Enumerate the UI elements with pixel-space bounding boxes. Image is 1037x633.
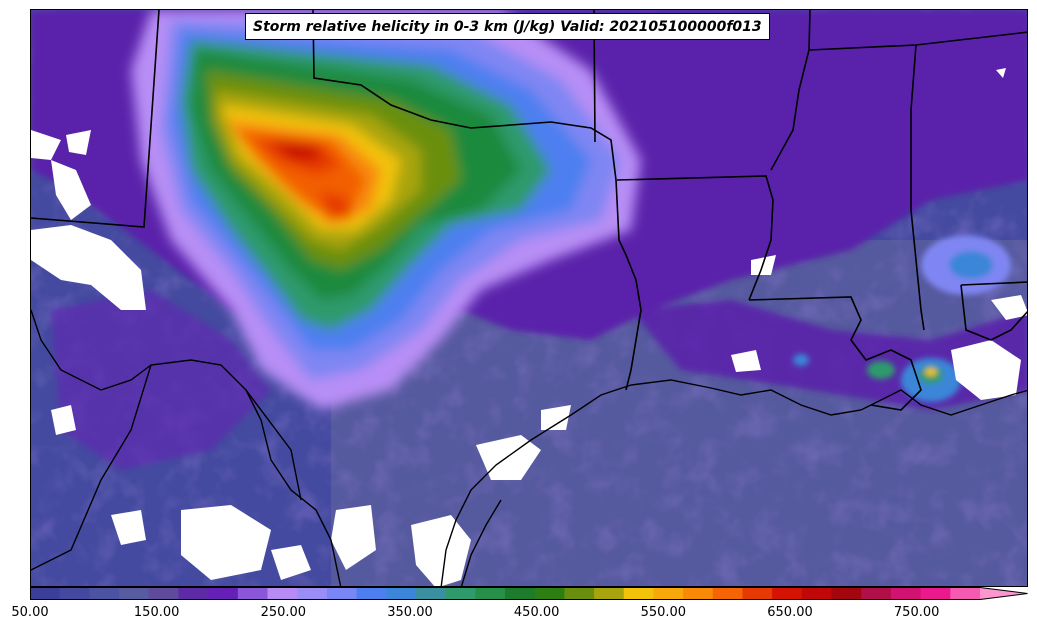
colorbar-extend-arrow bbox=[980, 587, 1028, 600]
colorbar-segment bbox=[178, 587, 209, 600]
colorbar-tick-label: 50.00 bbox=[11, 605, 49, 620]
colorbar-segment bbox=[623, 587, 655, 600]
colorbar-segment bbox=[505, 587, 536, 600]
colorbar-segment bbox=[475, 587, 506, 600]
colorbar-tick-label: 250.00 bbox=[260, 605, 307, 620]
colorbar-segment bbox=[415, 587, 447, 600]
colorbar-tick-label: 150.00 bbox=[133, 605, 180, 620]
colorbar-segment bbox=[119, 587, 150, 600]
texas-mexico-border bbox=[31, 309, 342, 586]
helicity-maximum bbox=[131, 10, 641, 410]
colorbar-segment bbox=[386, 587, 417, 600]
colorbar-segment bbox=[445, 587, 476, 600]
gulf-coastline bbox=[440, 379, 1027, 586]
state-boundaries bbox=[31, 10, 1027, 411]
colorbar-segment bbox=[534, 587, 565, 600]
colorbar-tick-label: 650.00 bbox=[767, 605, 813, 620]
colorbar-segment bbox=[861, 587, 892, 600]
colorbar-segment bbox=[801, 587, 833, 600]
colorbar-segment bbox=[712, 587, 744, 600]
colorbar-segment bbox=[831, 587, 862, 600]
colorbar-tick-label: 550.00 bbox=[640, 605, 687, 620]
colorbar-segment bbox=[683, 587, 714, 600]
colorbar-segment bbox=[208, 587, 239, 600]
map-panel bbox=[30, 9, 1028, 587]
helicity-map bbox=[31, 10, 1027, 586]
colorbar-segment bbox=[326, 587, 358, 600]
colorbar-segment bbox=[356, 587, 387, 600]
colorbar bbox=[30, 587, 1028, 600]
colorbar-segment bbox=[267, 587, 298, 600]
colorbar-segment bbox=[772, 587, 803, 600]
colorbar-tick-label: 750.00 bbox=[893, 605, 940, 620]
colorbar-segment bbox=[89, 587, 120, 600]
colorbar-segment bbox=[564, 587, 595, 600]
colorbar-tick-label: 350.00 bbox=[387, 605, 433, 620]
colorbar-segment bbox=[148, 587, 180, 600]
colorbar-segment bbox=[890, 587, 922, 600]
colorbar-segment bbox=[30, 587, 61, 600]
colorbar-segment bbox=[297, 587, 328, 600]
colorbar-segment bbox=[920, 587, 951, 600]
colorbar-tick-label: 450.00 bbox=[513, 605, 560, 620]
colorbar-segment bbox=[59, 587, 90, 600]
colorbar-segment bbox=[950, 587, 981, 600]
colorbar-segment bbox=[742, 587, 773, 600]
colorbar-outline bbox=[30, 587, 1028, 600]
colorbar-segment bbox=[237, 587, 269, 600]
eastern-maxima bbox=[793, 235, 1011, 402]
colorbar-segment bbox=[594, 587, 625, 600]
below-min-patches bbox=[31, 68, 1027, 586]
colorbar-segment bbox=[653, 587, 684, 600]
map-title: Storm relative helicity in 0-3 km (J/kg)… bbox=[245, 13, 770, 40]
